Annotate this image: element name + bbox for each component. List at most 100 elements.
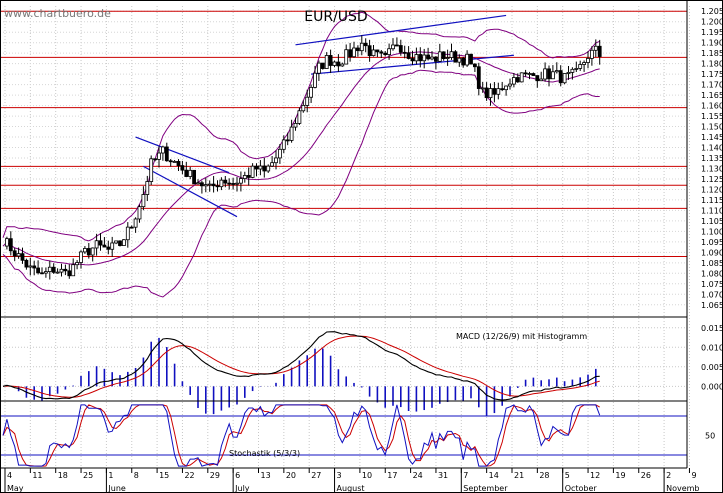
stochastic-label: Stochastik (5/3/3): [229, 449, 300, 458]
candle-body: [523, 72, 528, 75]
candle-body: [332, 61, 337, 66]
candle-body: [281, 139, 286, 150]
date-tick-label: 6: [235, 471, 240, 480]
candle-body: [566, 71, 571, 74]
candle-body: [223, 179, 228, 184]
candle-body: [508, 83, 512, 87]
candle-body: [59, 268, 64, 273]
candle-body: [266, 165, 271, 172]
candle-body: [176, 161, 181, 166]
bollinger-lower: [2, 69, 600, 298]
candle-body: [457, 57, 462, 63]
macd-line: [2, 331, 600, 401]
candle-body: [44, 271, 48, 274]
stoch-tick-label: 50: [705, 432, 715, 441]
candle-body: [352, 47, 356, 58]
candle-body: [410, 58, 415, 62]
trend-line-aug-upper: [295, 14, 507, 46]
price-tick-label: 1.190: [701, 39, 723, 48]
candle-body: [328, 55, 333, 66]
candle-body: [324, 55, 329, 69]
candle-body: [242, 175, 247, 179]
candle-body: [348, 49, 353, 58]
candle-body: [160, 146, 165, 154]
candle-body: [184, 169, 189, 177]
month-label: August: [337, 484, 365, 493]
macd-tick-label: 0.005: [701, 363, 723, 372]
price-tick-label: 1.200: [701, 18, 723, 27]
candle-body: [47, 266, 52, 273]
candle-body: [355, 47, 360, 52]
candle-body: [465, 53, 470, 66]
date-tick-label: 27: [311, 471, 321, 480]
candle-body: [270, 162, 275, 167]
candle-body: [71, 264, 76, 277]
price-tick-label: 1.105: [701, 217, 723, 226]
candle-body: [313, 72, 317, 88]
candle-body: [418, 54, 423, 62]
candle-body: [433, 56, 438, 62]
candle-body: [98, 240, 103, 246]
candle-body: [519, 72, 524, 83]
candle-body: [597, 45, 602, 57]
candle-body: [118, 240, 122, 246]
price-tick-label: 1.110: [701, 206, 723, 215]
candle-body: [16, 253, 21, 257]
candle-body: [36, 267, 40, 274]
candle-body: [145, 181, 150, 195]
date-tick-label: 7: [463, 471, 468, 480]
candle-body: [512, 77, 516, 85]
candle-body: [527, 73, 532, 75]
candle-body: [172, 161, 177, 163]
trend-line-june-upper: [135, 136, 230, 174]
candle-body: [5, 238, 9, 247]
date-tick-label: 4: [7, 471, 12, 480]
candle-body: [203, 184, 208, 187]
price-tick-label: 1.175: [701, 70, 723, 79]
candle-body: [406, 52, 411, 59]
candle-body: [289, 126, 294, 141]
month-label: May: [7, 484, 24, 493]
candle-body: [262, 165, 267, 172]
month-label: Novemb: [666, 484, 699, 493]
candle-body: [55, 271, 60, 274]
date-tick-label: 25: [83, 471, 93, 480]
candle-body: [20, 253, 25, 261]
price-tick-label: 1.065: [701, 301, 723, 310]
macd-tick-label: 0.000: [701, 382, 723, 391]
chart-title: EUR/USD: [304, 9, 367, 25]
candle-body: [531, 73, 536, 76]
date-tick-label: 11: [32, 471, 42, 480]
candle-body: [227, 182, 232, 185]
candle-body: [141, 194, 146, 208]
candle-body: [24, 259, 29, 268]
candle-body: [391, 44, 395, 50]
price-tick-label: 1.140: [701, 144, 723, 153]
candle-body: [106, 246, 111, 250]
date-tick-label: 28: [539, 471, 549, 480]
price-tick-label: 1.100: [701, 227, 723, 236]
candle-body: [51, 266, 56, 273]
candle-body: [192, 169, 197, 185]
candle-body: [590, 49, 594, 59]
candle-body: [90, 247, 95, 256]
candle-body: [207, 183, 212, 186]
candle-body: [363, 42, 368, 47]
candle-body: [157, 152, 161, 160]
candle-body: [515, 77, 520, 83]
price-tick-label: 1.115: [701, 196, 723, 205]
candle-body: [398, 45, 403, 53]
macd-label: MACD (12/26/9) mit Histogramm: [456, 332, 587, 341]
candle-body: [83, 248, 87, 253]
macd-signal-line: [2, 335, 600, 398]
candle-body: [301, 104, 306, 112]
candle-body: [297, 110, 302, 124]
candle-body: [562, 73, 567, 84]
candle-body: [254, 165, 259, 170]
candle-body: [274, 157, 278, 164]
date-tick-label: 14: [489, 471, 499, 480]
price-tick-label: 1.155: [701, 112, 723, 121]
